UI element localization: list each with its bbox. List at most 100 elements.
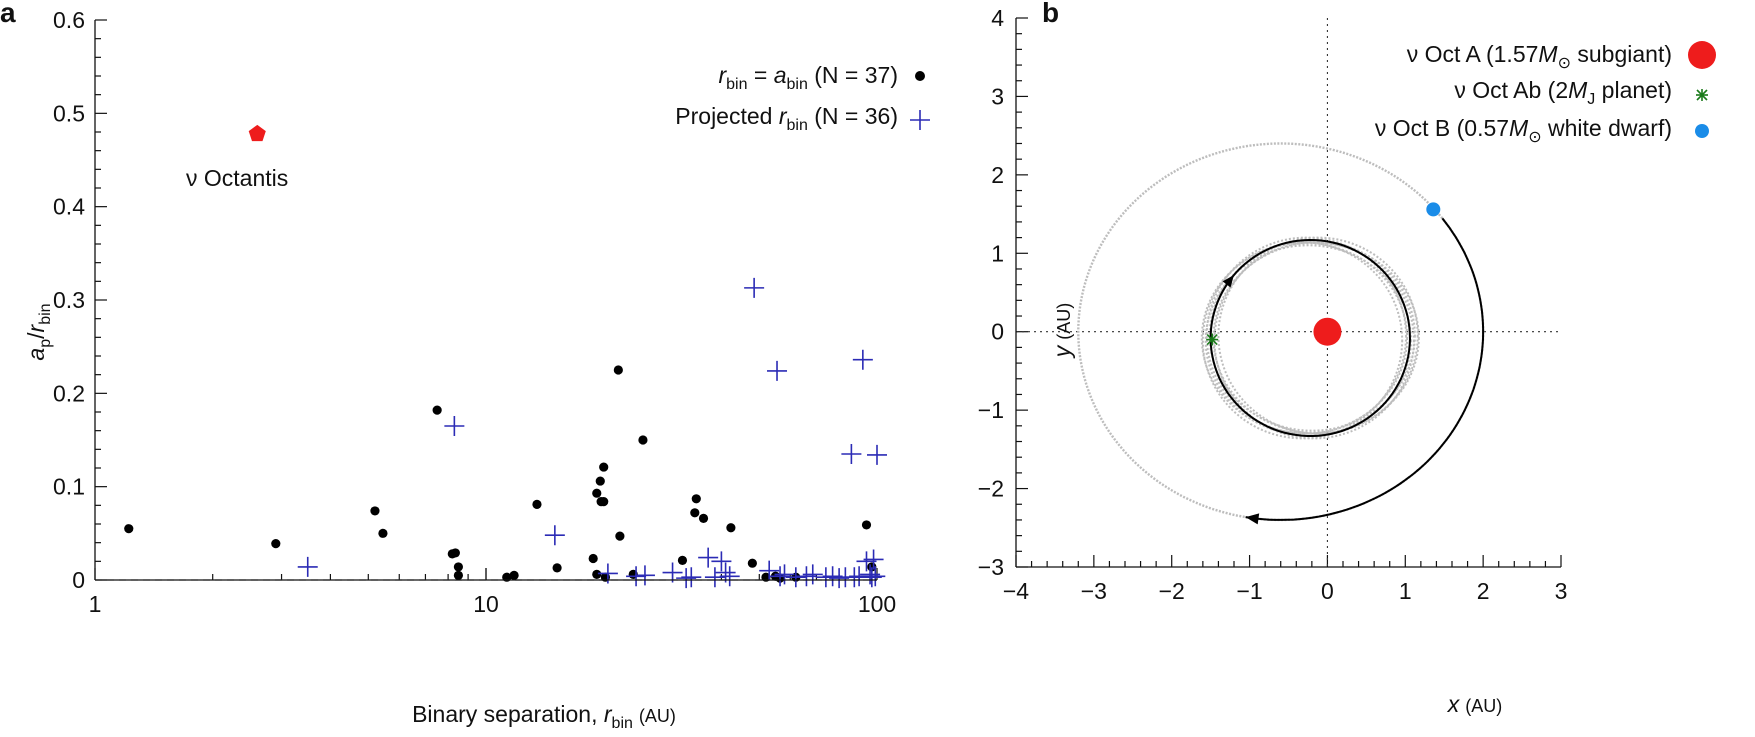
data-point-rbin-abin xyxy=(726,523,736,533)
panel-a-chart: 0 0.1 0.2 0.3 0.4 0.5 0.6 1 10 100 ν Octantis rbi… xyxy=(23,7,930,732)
panel-a-y-tick-label: 0.2 xyxy=(53,380,85,406)
data-point-projected-rbin xyxy=(711,551,732,572)
panel-b-y-tick-label: 2 xyxy=(991,162,1004,188)
data-point-projected-rbin xyxy=(704,567,725,588)
data-point-rbin-abin xyxy=(861,520,872,530)
body-nu-oct-b xyxy=(1426,202,1441,217)
legend-entry-projected-rbin: Projected rbin (N = 36) xyxy=(675,103,898,134)
legend-entry-nu-oct-a: ν Oct A (1.57M⊙ subgiant) xyxy=(1407,41,1672,72)
data-point-rbin-abin xyxy=(599,462,609,472)
panel-b-y-tick-label: −3 xyxy=(978,554,1004,580)
data-point-projected-rbin xyxy=(852,349,873,370)
panel-b-y-tick-label: 1 xyxy=(991,240,1004,266)
panel-a-y-tick-label: 0.5 xyxy=(53,100,85,126)
panel-a-y-tick-label: 0.4 xyxy=(53,194,85,220)
data-point-rbin-abin xyxy=(691,494,701,504)
panel-b-x-label: x (AU) xyxy=(1447,691,1503,717)
legend-entry-nu-oct-ab: ν Oct Ab (2MJ planet) xyxy=(1454,77,1672,108)
panel-b-x-tick-label: −2 xyxy=(1159,578,1185,604)
panel-b-y-tick-label: 0 xyxy=(991,319,1004,345)
data-point-projected-rbin xyxy=(719,566,740,587)
panel-b-x-tick-label: 3 xyxy=(1555,578,1568,604)
data-point-projected-rbin xyxy=(676,568,697,589)
planet-trajectory-arrow xyxy=(1222,274,1234,288)
legend-marker-nu-oct-b xyxy=(1695,124,1709,138)
panel-b-y-tick-label: −2 xyxy=(978,476,1004,502)
legend-marker-nu-oct-a xyxy=(1688,41,1716,69)
data-point-rbin-abin xyxy=(615,531,625,541)
data-point-rbin-abin xyxy=(690,508,700,518)
data-point-projected-rbin xyxy=(861,567,882,588)
data-point-rbin-abin xyxy=(638,435,648,445)
panel-a-x-tick-label: 1 xyxy=(89,591,102,617)
data-point-projected-rbin xyxy=(662,562,683,583)
data-point-projected-rbin xyxy=(785,567,806,588)
legend-entry-rbin-abin: rbin = abin (N = 37) xyxy=(718,62,898,93)
panel-b-x-tick-label: 1 xyxy=(1399,578,1412,604)
panel-label-a: a xyxy=(0,0,16,28)
binary-trajectory xyxy=(1245,217,1485,521)
data-point-projected-rbin xyxy=(634,565,655,586)
data-point-rbin-abin xyxy=(592,488,602,498)
data-point-projected-rbin xyxy=(774,564,795,585)
data-point-rbin-abin xyxy=(595,476,605,486)
data-point-projected-rbin xyxy=(770,566,791,587)
data-point-projected-rbin xyxy=(863,549,884,570)
panel-b-x-tick-label: 0 xyxy=(1321,578,1334,604)
data-point-projected-rbin xyxy=(841,444,862,464)
data-point-rbin-abin xyxy=(613,365,623,375)
data-point-rbin-abin xyxy=(450,548,460,558)
data-point-projected-rbin xyxy=(844,567,865,588)
panel-a-x-tick-label: 100 xyxy=(858,591,896,617)
panel-b-y-tick-label: 3 xyxy=(991,83,1004,109)
data-point-projected-rbin xyxy=(865,566,886,587)
data-point-projected-rbin xyxy=(759,560,780,581)
binary-trajectory-arrow xyxy=(1245,513,1260,525)
panel-b-x-tick-label: −4 xyxy=(1003,578,1029,604)
legend-marker-dot xyxy=(915,71,925,81)
data-point-projected-rbin xyxy=(444,416,465,436)
planet-trajectory xyxy=(1209,238,1412,437)
panel-b-y-tick-label: −1 xyxy=(978,397,1004,423)
data-point-rbin-abin xyxy=(592,569,602,580)
data-point-projected-rbin xyxy=(860,564,881,585)
planet-orbit-ring xyxy=(1217,236,1419,435)
data-point-projected-rbin xyxy=(767,360,788,381)
panel-b-x-tick-label: −1 xyxy=(1236,578,1262,604)
panel-a-points xyxy=(124,124,887,589)
data-point-rbin-abin xyxy=(378,528,388,538)
planet-orbit-ring xyxy=(1213,241,1415,440)
legend-entry-nu-oct-b: ν Oct B (0.57M⊙ white dwarf) xyxy=(1375,115,1672,146)
data-point-rbin-abin xyxy=(677,555,688,566)
panel-b-y-label: y(AU) xyxy=(1049,303,1075,360)
panel-a-x-tick-label: 10 xyxy=(473,591,499,617)
panel-label-b: b xyxy=(1042,0,1059,28)
data-point-nu-octantis xyxy=(248,124,266,142)
panel-b-bodies xyxy=(1206,202,1441,346)
data-point-rbin-abin xyxy=(271,539,281,549)
data-point-rbin-abin xyxy=(747,558,757,568)
data-point-projected-rbin xyxy=(544,525,565,546)
panel-b-orbits xyxy=(1077,142,1485,525)
data-point-projected-rbin xyxy=(681,567,702,588)
data-point-rbin-abin xyxy=(698,513,709,524)
data-point-rbin-abin xyxy=(509,570,519,580)
panel-a-y-tick-label: 0.3 xyxy=(53,287,85,313)
panel-a-x-label: Binary separation, rbin (AU) xyxy=(412,701,676,732)
panel-a-y-tick-label: 0.6 xyxy=(53,7,85,33)
data-point-rbin-abin xyxy=(432,405,442,415)
data-point-projected-rbin xyxy=(744,277,765,298)
panel-b-ticks xyxy=(1015,17,1562,568)
data-point-rbin-abin xyxy=(453,562,464,572)
panel-b-x-tick-label: 2 xyxy=(1477,578,1490,604)
panel-b-legend: ν Oct A (1.57M⊙ subgiant) ν Oct Ab (2MJ … xyxy=(1375,41,1716,146)
data-point-rbin-abin xyxy=(370,506,380,516)
data-point-rbin-abin xyxy=(552,563,562,573)
panel-a-tick-labels: 0 0.1 0.2 0.3 0.4 0.5 0.6 1 10 100 xyxy=(53,7,896,617)
body-nu-oct-a xyxy=(1313,317,1342,346)
legend-marker-plus xyxy=(910,110,930,130)
panel-a-y-label: ap/rbin xyxy=(23,303,54,360)
